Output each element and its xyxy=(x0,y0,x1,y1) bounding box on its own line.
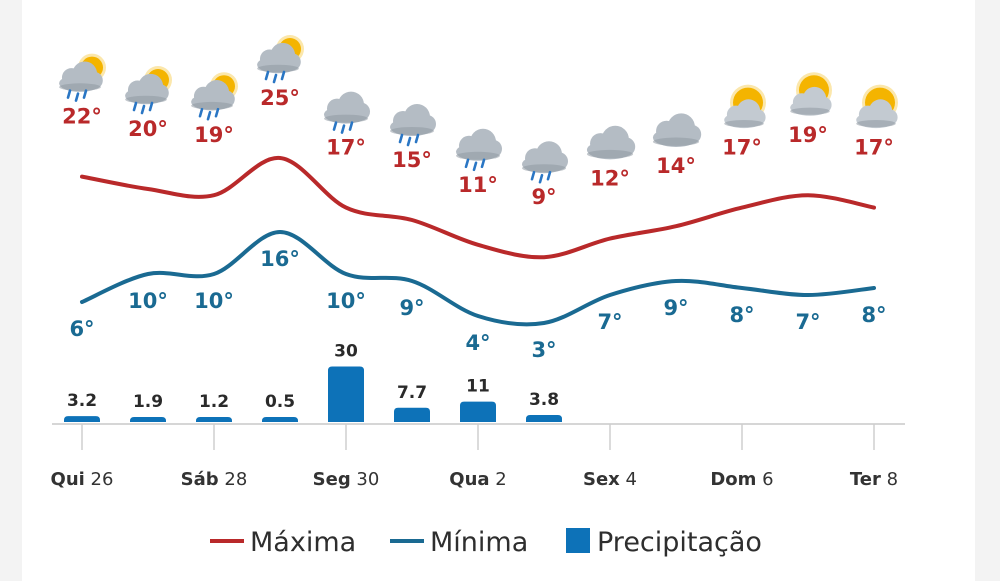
precip-bar xyxy=(196,417,232,422)
precip-value-label: 7.7 xyxy=(397,383,427,403)
max-temperature-line xyxy=(80,155,876,260)
weather-forecast-card: 22° 20° 19° 25° 17° 15° 11° 9° 12° 14° 17° 19° 17° 6… xyxy=(22,0,975,581)
sun-cloud-rain-icon xyxy=(257,35,304,84)
min-temp-label: 9° xyxy=(399,296,424,320)
cloud-rain-icon xyxy=(390,104,436,147)
x-axis-ticks: Qui 26 Sáb 28 Seg 30 Qua 2 Sex 4 Dom 6 Ter 8 xyxy=(51,424,898,490)
weather-icons xyxy=(59,35,898,184)
legend-precip-swatch xyxy=(566,528,590,553)
x-tick-label: Sex 4 xyxy=(583,469,637,490)
max-temp-label: 12° xyxy=(590,167,630,191)
precip-value-label: 30 xyxy=(334,342,358,362)
max-temp-label: 20° xyxy=(128,117,168,141)
legend-min-label: Mínima xyxy=(430,527,528,558)
cloud-rain-icon xyxy=(324,91,370,134)
cloud-rain-icon xyxy=(522,141,568,184)
max-temp-label: 17° xyxy=(854,136,894,160)
min-temp-label: 10° xyxy=(128,289,168,313)
precip-bar xyxy=(526,414,562,422)
min-temp-label: 7° xyxy=(795,310,820,334)
min-temp-label: 10° xyxy=(326,289,366,313)
precip-value-label: 11 xyxy=(466,377,490,397)
precip-value-label: 1.9 xyxy=(133,392,163,412)
min-temp-label: 16° xyxy=(260,247,300,271)
precip-bar xyxy=(64,416,100,422)
min-temp-label: 8° xyxy=(861,303,886,327)
precip-value-label: 3.8 xyxy=(529,390,559,410)
cloud-icon xyxy=(586,125,636,160)
precip-bar xyxy=(262,417,298,422)
precip-value-label: 3.2 xyxy=(67,391,97,411)
max-temp-label: 17° xyxy=(326,136,366,160)
max-temp-label: 15° xyxy=(392,148,432,172)
min-temp-label: 7° xyxy=(597,310,622,334)
cloud-rain-icon xyxy=(456,128,502,172)
precip-bar xyxy=(460,401,496,422)
min-temp-label: 8° xyxy=(729,303,754,327)
sun-cloud-rain-icon xyxy=(59,53,106,102)
max-temp-label: 22° xyxy=(62,105,102,129)
precip-value-label: 0.5 xyxy=(265,392,295,412)
precip-value-label: 1.2 xyxy=(199,392,229,412)
precipitation-bars: 3.2 1.9 1.2 0.5 30 7.7 11 3.8 xyxy=(64,342,562,422)
precip-bar xyxy=(130,417,166,422)
sun-cloud-icon xyxy=(790,72,832,116)
x-tick-label: Qua 2 xyxy=(449,469,506,490)
max-temp-label: 19° xyxy=(788,123,828,147)
min-temp-label: 3° xyxy=(531,338,556,362)
max-temp-label: 11° xyxy=(458,173,498,197)
x-tick-label: Seg 30 xyxy=(313,469,380,490)
max-temp-label: 19° xyxy=(194,123,234,147)
precip-bar xyxy=(394,407,430,422)
min-temp-label: 10° xyxy=(194,289,234,313)
min-temp-label: 6° xyxy=(69,317,94,341)
max-temp-label: 9° xyxy=(531,185,556,209)
sun-cloud-icon xyxy=(856,84,898,129)
min-temp-label: 9° xyxy=(663,296,688,320)
sun-cloud-icon xyxy=(724,84,766,129)
legend: Máxima Mínima Precipitação xyxy=(210,527,762,558)
min-temp-label: 4° xyxy=(465,331,490,355)
legend-precip-label: Precipitação xyxy=(597,527,762,558)
max-temp-label: 14° xyxy=(656,154,696,178)
x-tick-label: Sáb 28 xyxy=(181,469,248,490)
x-tick-label: Qui 26 xyxy=(51,469,114,490)
forecast-chart: 22° 20° 19° 25° 17° 15° 11° 9° 12° 14° 17° 19° 17° 6… xyxy=(51,35,905,558)
max-temp-label: 25° xyxy=(260,86,300,110)
sun-cloud-rain-icon xyxy=(191,72,238,121)
min-temperature-line xyxy=(80,229,876,327)
x-tick-label: Ter 8 xyxy=(850,469,898,490)
cloud-icon xyxy=(652,113,702,147)
max-temp-label: 17° xyxy=(722,136,762,160)
x-tick-label: Dom 6 xyxy=(710,469,773,490)
max-temperature-labels: 22° 20° 19° 25° 17° 15° 11° 9° 12° 14° 17° 19° 17° xyxy=(62,86,894,209)
min-temperature-labels: 6° 10° 10° 16° 10° 9° 4° 3° 7° 9° 8° 7° 8° xyxy=(69,247,886,362)
sun-cloud-rain-icon xyxy=(125,66,172,115)
legend-max-label: Máxima xyxy=(250,527,356,558)
precip-bar xyxy=(328,366,364,422)
